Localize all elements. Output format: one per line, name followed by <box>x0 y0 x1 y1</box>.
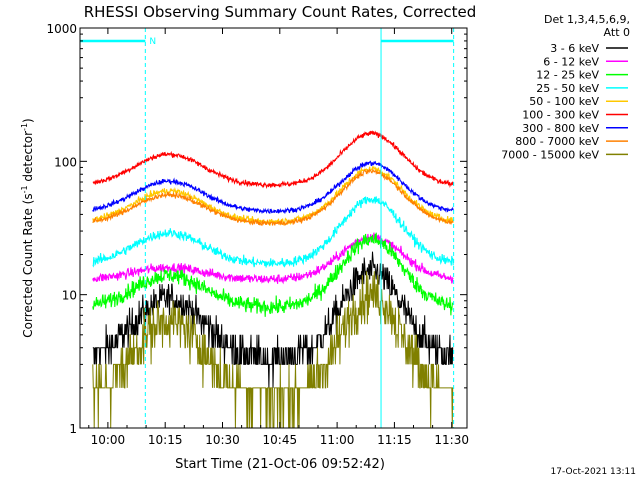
legend-label-3: 12 - 25 keV <box>536 69 599 82</box>
plot-area: N 10:00 10:15 10:30 10:45 11:00 11:15 11:30 11… <box>46 22 469 447</box>
series-group <box>92 130 454 429</box>
series-line-7 <box>92 160 454 215</box>
legend-header-line-1: Det 1,3,4,5,6,9, <box>544 13 630 26</box>
y-tick-label-3: 100 <box>54 155 77 169</box>
y-axis-label: Corrected Count Rate (s-1 detector-1) <box>20 118 35 337</box>
x-tick-label-1: 10:00 <box>91 433 126 447</box>
legend-label-7: 300 - 800 keV <box>522 122 599 135</box>
y-axis-label-exponent-1: -1 <box>20 185 29 193</box>
series-line-3 <box>92 232 454 317</box>
series-line-5 <box>92 165 454 227</box>
y-tick-label-2: 10 <box>62 289 77 303</box>
x-axis-label: Start Time (21-Oct-06 09:52:42) <box>175 457 385 472</box>
series-line-2 <box>92 232 454 285</box>
legend-label-9: 7000 - 15000 keV <box>501 148 599 161</box>
y-axis-label-suffix: ) <box>21 118 35 123</box>
x-tick-label-4: 10:45 <box>263 433 298 447</box>
x-tick-label-5: 11:00 <box>320 433 355 447</box>
y-axis: 1 10 100 1000 <box>46 22 467 436</box>
legend-label-4: 25 - 50 keV <box>536 82 599 95</box>
y-axis-label-mid: detector <box>21 131 35 186</box>
legend-label-1: 3 - 6 keV <box>550 42 599 55</box>
legend-label-8: 800 - 7000 keV <box>515 135 599 148</box>
x-axis: 10:00 10:15 10:30 10:45 11:00 11:15 11:30 <box>88 28 469 447</box>
series-line-6 <box>92 130 454 189</box>
markers-group: N <box>80 28 455 428</box>
night-marker-label: N <box>149 37 156 47</box>
x-tick-label-7: 11:30 <box>434 433 469 447</box>
y-tick-label-1: 1 <box>69 422 77 436</box>
x-tick-label-3: 10:30 <box>205 433 240 447</box>
timestamp: 17-Oct-2021 13:11 <box>551 467 636 477</box>
legend-label-5: 50 - 100 keV <box>529 95 599 108</box>
x-tick-label-2: 10:15 <box>148 433 183 447</box>
x-tick-label-6: 11:15 <box>377 433 412 447</box>
plot-frame <box>79 27 468 429</box>
legend-header-line-2: Att 0 <box>604 26 630 39</box>
chart-title: RHESSI Observing Summary Count Rates, Co… <box>84 3 477 21</box>
series-line-8 <box>92 168 454 227</box>
series-line-4 <box>92 196 454 268</box>
y-axis-label-prefix: Corrected Count Rate (s <box>21 193 35 337</box>
legend-label-6: 100 - 300 keV <box>522 109 599 122</box>
y-axis-label-exponent-2: -1 <box>20 123 29 131</box>
series-line-1 <box>92 251 454 388</box>
legend-label-2: 6 - 12 keV <box>543 55 599 68</box>
y-tick-label-4: 1000 <box>46 22 77 36</box>
